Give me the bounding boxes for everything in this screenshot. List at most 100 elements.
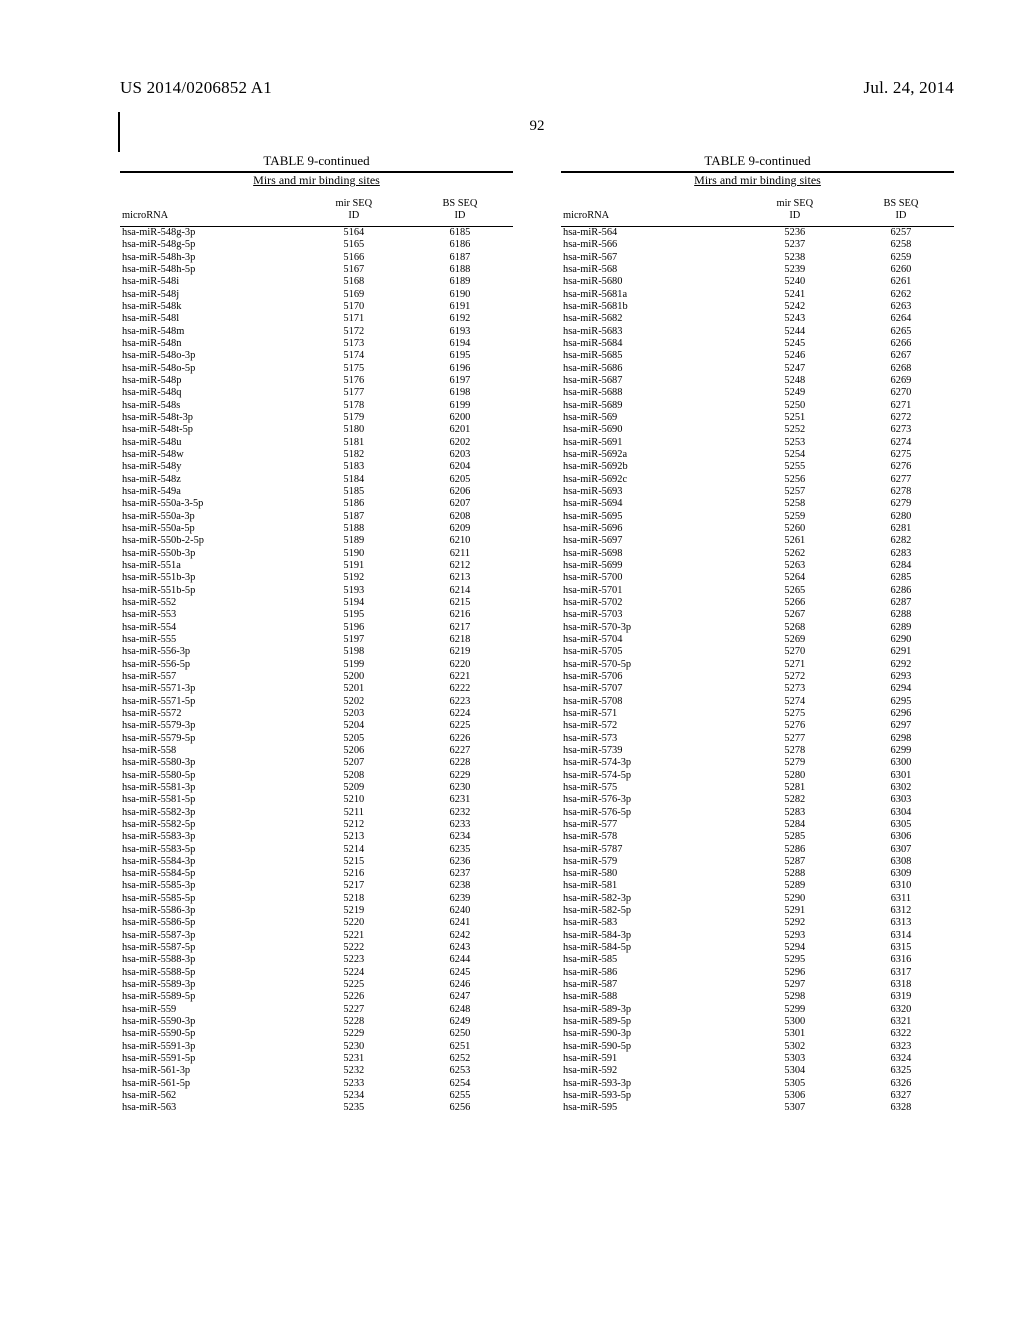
table-row: hsa-miR-569352576278 xyxy=(561,486,954,498)
cell-mir-seq: 5275 xyxy=(742,708,848,720)
table-row: hsa-miR-5571-3p52016222 xyxy=(120,683,513,695)
table-row: hsa-miR-584-5p52946315 xyxy=(561,942,954,954)
cell-mir-seq: 5292 xyxy=(742,917,848,929)
cell-microrna: hsa-miR-5680 xyxy=(561,276,742,288)
cell-microrna: hsa-miR-550a-5p xyxy=(120,523,301,535)
cell-bs-seq: 6204 xyxy=(407,461,513,473)
cell-mir-seq: 5184 xyxy=(301,473,407,485)
cell-mir-seq: 5271 xyxy=(742,658,848,670)
cell-mir-seq: 5188 xyxy=(301,523,407,535)
table-row: hsa-miR-5589-5p52266247 xyxy=(120,991,513,1003)
table-row: hsa-miR-569452586279 xyxy=(561,498,954,510)
table-row: hsa-miR-58052886309 xyxy=(561,868,954,880)
cell-bs-seq: 6230 xyxy=(407,782,513,794)
cell-bs-seq: 6295 xyxy=(848,695,954,707)
cell-bs-seq: 6285 xyxy=(848,572,954,584)
table-row: hsa-miR-5571-5p52026223 xyxy=(120,695,513,707)
cell-microrna: hsa-miR-5581-5p xyxy=(120,794,301,806)
cell-mir-seq: 5228 xyxy=(301,1016,407,1028)
table-row: hsa-miR-589-5p53006321 xyxy=(561,1016,954,1028)
cell-mir-seq: 5265 xyxy=(742,584,848,596)
table-row: hsa-miR-5588-3p52236244 xyxy=(120,954,513,966)
table-row: hsa-miR-5591-3p52306251 xyxy=(120,1041,513,1053)
cell-bs-seq: 6207 xyxy=(407,498,513,510)
cell-bs-seq: 6236 xyxy=(407,856,513,868)
table-row: hsa-miR-568852496270 xyxy=(561,387,954,399)
cell-microrna: hsa-miR-5690 xyxy=(561,424,742,436)
cell-bs-seq: 6215 xyxy=(407,597,513,609)
cell-microrna: hsa-miR-5692a xyxy=(561,449,742,461)
cell-microrna: hsa-miR-5591-3p xyxy=(120,1041,301,1053)
cell-bs-seq: 6316 xyxy=(848,954,954,966)
table-row: hsa-miR-570852746295 xyxy=(561,695,954,707)
cell-microrna: hsa-miR-548w xyxy=(120,449,301,461)
data-table-left: microRNA mir SEQ ID BS SEQ ID hsa-miR-54… xyxy=(120,196,513,1115)
cell-microrna: hsa-miR-550b-2-5p xyxy=(120,535,301,547)
cell-microrna: hsa-miR-563 xyxy=(120,1102,301,1114)
cell-bs-seq: 6261 xyxy=(848,276,954,288)
cell-mir-seq: 5185 xyxy=(301,486,407,498)
cell-bs-seq: 6259 xyxy=(848,252,954,264)
table-row: hsa-miR-593-3p53056326 xyxy=(561,1078,954,1090)
table-row: hsa-miR-570152656286 xyxy=(561,584,954,596)
cell-bs-seq: 6258 xyxy=(848,239,954,251)
cell-microrna: hsa-miR-548u xyxy=(120,436,301,448)
cell-microrna: hsa-miR-548j xyxy=(120,289,301,301)
cell-bs-seq: 6298 xyxy=(848,732,954,744)
table-row: hsa-miR-548t-3p51796200 xyxy=(120,412,513,424)
table-row: hsa-miR-58352926313 xyxy=(561,917,954,929)
table-row: hsa-miR-5580-5p52086229 xyxy=(120,769,513,781)
table-row: hsa-miR-548g-3p51646185 xyxy=(120,226,513,239)
cell-microrna: hsa-miR-5579-3p xyxy=(120,720,301,732)
cell-mir-seq: 5233 xyxy=(301,1078,407,1090)
cell-microrna: hsa-miR-582-5p xyxy=(561,905,742,917)
cell-mir-seq: 5174 xyxy=(301,350,407,362)
cell-microrna: hsa-miR-5571-3p xyxy=(120,683,301,695)
cell-mir-seq: 5283 xyxy=(742,806,848,818)
table-row: hsa-miR-548g-5p51656186 xyxy=(120,239,513,251)
table-row: hsa-miR-5591-5p52316252 xyxy=(120,1053,513,1065)
cell-mir-seq: 5307 xyxy=(742,1102,848,1114)
table-row: hsa-miR-56452366257 xyxy=(561,226,954,239)
cell-microrna: hsa-miR-5787 xyxy=(561,843,742,855)
cell-bs-seq: 6195 xyxy=(407,350,513,362)
cell-microrna: hsa-miR-5706 xyxy=(561,671,742,683)
table-row: hsa-miR-548p51766197 xyxy=(120,375,513,387)
cell-mir-seq: 5279 xyxy=(742,757,848,769)
page-container: US 2014/0206852 A1 Jul. 24, 2014 92 TABL… xyxy=(0,0,1024,1320)
cell-mir-seq: 5255 xyxy=(742,461,848,473)
cell-bs-seq: 6317 xyxy=(848,967,954,979)
cell-bs-seq: 6227 xyxy=(407,745,513,757)
table-row: hsa-miR-5587-5p52226243 xyxy=(120,942,513,954)
cell-bs-seq: 6193 xyxy=(407,326,513,338)
cell-microrna: hsa-miR-549a xyxy=(120,486,301,498)
table-row: hsa-miR-55551976218 xyxy=(120,634,513,646)
table-row: hsa-miR-5692a52546275 xyxy=(561,449,954,461)
table-row: hsa-miR-561-5p52336254 xyxy=(120,1078,513,1090)
cell-mir-seq: 5235 xyxy=(301,1102,407,1114)
cell-mir-seq: 5209 xyxy=(301,782,407,794)
cell-mir-seq: 5278 xyxy=(742,745,848,757)
cell-bs-seq: 6315 xyxy=(848,942,954,954)
cell-microrna: hsa-miR-548y xyxy=(120,461,301,473)
cell-bs-seq: 6267 xyxy=(848,350,954,362)
cell-bs-seq: 6233 xyxy=(407,819,513,831)
cell-mir-seq: 5177 xyxy=(301,387,407,399)
cell-microrna: hsa-miR-5691 xyxy=(561,436,742,448)
cell-bs-seq: 6272 xyxy=(848,412,954,424)
cell-microrna: hsa-miR-5571-5p xyxy=(120,695,301,707)
table-row: hsa-miR-568252436264 xyxy=(561,313,954,325)
table-row: hsa-miR-548q51776198 xyxy=(120,387,513,399)
cell-bs-seq: 6327 xyxy=(848,1090,954,1102)
cell-mir-seq: 5212 xyxy=(301,819,407,831)
cell-mir-seq: 5239 xyxy=(742,264,848,276)
cell-microrna: hsa-miR-5583-5p xyxy=(120,843,301,855)
cell-microrna: hsa-miR-577 xyxy=(561,819,742,831)
cell-mir-seq: 5281 xyxy=(742,782,848,794)
cell-microrna: hsa-miR-562 xyxy=(120,1090,301,1102)
table-row: hsa-miR-590-5p53026323 xyxy=(561,1041,954,1053)
cell-bs-seq: 6241 xyxy=(407,917,513,929)
cell-microrna: hsa-miR-589-5p xyxy=(561,1016,742,1028)
cell-bs-seq: 6302 xyxy=(848,782,954,794)
cell-mir-seq: 5180 xyxy=(301,424,407,436)
